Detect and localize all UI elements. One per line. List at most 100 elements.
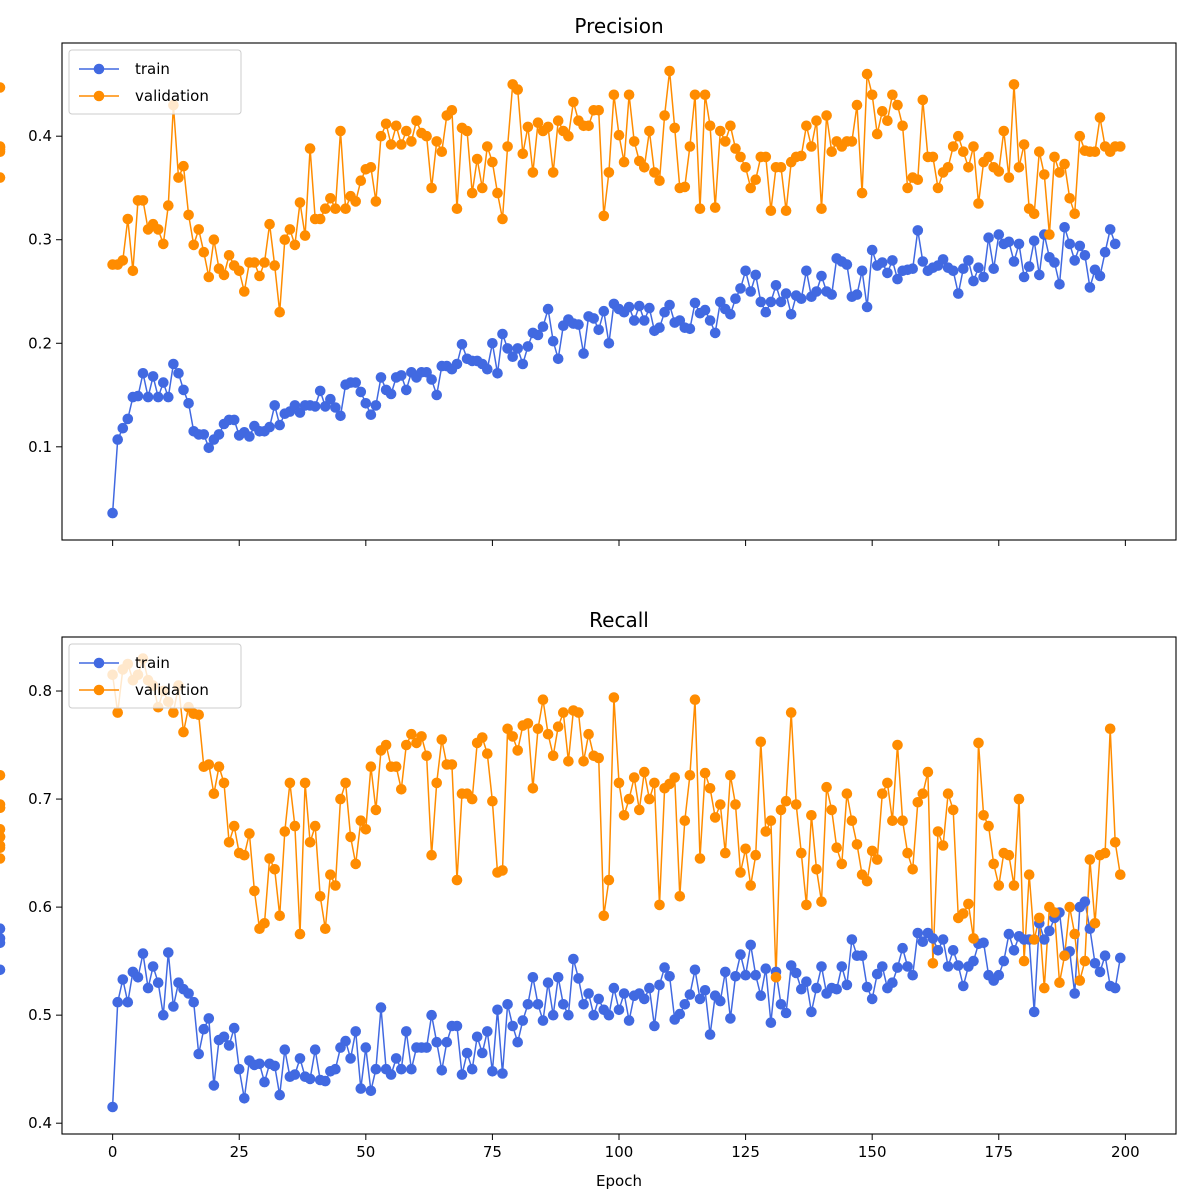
train-point bbox=[158, 1009, 169, 1021]
train-point bbox=[877, 257, 888, 268]
validation-point bbox=[968, 933, 979, 944]
validation-point bbox=[628, 772, 640, 783]
train-point bbox=[330, 1063, 341, 1075]
train-point bbox=[1018, 271, 1030, 283]
train-point bbox=[254, 1058, 265, 1070]
train-point bbox=[107, 1101, 118, 1113]
validation-point bbox=[1039, 982, 1050, 994]
validation-point bbox=[649, 167, 660, 178]
validation-point bbox=[846, 815, 858, 826]
validation-point bbox=[558, 707, 569, 718]
validation-point bbox=[299, 230, 311, 241]
validation-point bbox=[917, 788, 929, 799]
train-point bbox=[487, 338, 498, 349]
validation-point bbox=[983, 820, 994, 832]
train-point bbox=[482, 1026, 493, 1037]
train-point bbox=[552, 353, 564, 365]
validation-point bbox=[173, 172, 184, 183]
train-point bbox=[785, 960, 797, 971]
validation-point bbox=[927, 958, 939, 969]
train-point bbox=[988, 263, 999, 275]
train-point bbox=[1023, 261, 1035, 272]
validation-point bbox=[1039, 169, 1050, 180]
validation-point bbox=[522, 121, 534, 133]
validation-point bbox=[917, 94, 929, 106]
validation-point bbox=[127, 265, 139, 277]
train-point bbox=[522, 341, 534, 352]
train-point bbox=[537, 321, 549, 333]
validation-point bbox=[203, 271, 215, 283]
validation-point bbox=[289, 239, 301, 251]
validation-point bbox=[218, 269, 230, 281]
validation-point bbox=[1069, 928, 1080, 940]
validation-point bbox=[730, 143, 741, 154]
validation-point bbox=[1003, 849, 1015, 861]
validation-point bbox=[669, 122, 680, 134]
train-point bbox=[223, 1040, 235, 1051]
validation-point bbox=[1064, 193, 1075, 204]
train-point bbox=[152, 391, 164, 403]
train-point bbox=[168, 1001, 179, 1012]
train-point bbox=[178, 384, 189, 396]
y-tick-label: 0.7 bbox=[28, 790, 52, 808]
validation-point bbox=[1104, 723, 1116, 735]
train-point bbox=[644, 302, 655, 314]
validation-point bbox=[796, 847, 807, 859]
validation-point bbox=[861, 68, 873, 80]
validation-point bbox=[289, 820, 301, 832]
precision-panel: 0.1 0.2 0.3 0.4 Precision train validation bbox=[0, 14, 1177, 546]
validation-point bbox=[1094, 112, 1106, 123]
validation-point bbox=[1059, 158, 1070, 170]
x-tick-label: 175 bbox=[984, 1143, 1013, 1161]
validation-point bbox=[877, 788, 888, 799]
train-point bbox=[517, 358, 529, 370]
validation-point bbox=[117, 255, 129, 266]
validation-point bbox=[897, 815, 908, 826]
validation-point bbox=[623, 793, 635, 805]
legend-box bbox=[68, 49, 242, 115]
validation-point bbox=[826, 804, 837, 816]
train-point bbox=[659, 962, 670, 973]
train-point bbox=[578, 999, 589, 1010]
validation-point bbox=[1049, 907, 1060, 918]
train-point bbox=[568, 953, 579, 965]
train-point bbox=[725, 1013, 736, 1024]
validation-point bbox=[871, 128, 883, 140]
validation-point bbox=[973, 737, 984, 749]
validation-point bbox=[213, 761, 225, 772]
train-point bbox=[958, 263, 969, 275]
y-tick-label: 0.5 bbox=[28, 1006, 52, 1024]
validation-point bbox=[304, 837, 316, 848]
validation-point bbox=[811, 115, 822, 126]
validation-point bbox=[279, 826, 291, 837]
x-tick-label: 125 bbox=[731, 1143, 760, 1161]
train-point bbox=[689, 964, 701, 976]
train-point bbox=[811, 286, 822, 297]
validation-point bbox=[618, 156, 630, 168]
legend-marker-validation bbox=[93, 90, 105, 102]
validation-point bbox=[801, 120, 812, 132]
validation-point bbox=[492, 187, 503, 199]
validation-point bbox=[1115, 869, 1126, 880]
validation-point bbox=[654, 899, 665, 911]
train-point bbox=[547, 335, 559, 347]
validation-point bbox=[365, 162, 377, 173]
validation-point bbox=[603, 167, 615, 178]
train-point bbox=[1003, 236, 1015, 248]
train-point bbox=[188, 996, 199, 1008]
train-point bbox=[492, 1004, 503, 1016]
validation-point bbox=[446, 759, 458, 770]
train-point bbox=[213, 429, 225, 440]
train-point bbox=[892, 273, 903, 285]
y-tick-label: 0.2 bbox=[28, 334, 52, 352]
validation-point bbox=[1034, 912, 1045, 924]
train-point bbox=[355, 1083, 367, 1094]
validation-point bbox=[532, 723, 544, 735]
validation-point bbox=[573, 707, 584, 718]
train-point bbox=[699, 304, 711, 316]
train-point bbox=[917, 936, 929, 947]
validation-point bbox=[365, 761, 377, 772]
train-point bbox=[588, 1009, 599, 1021]
validation-point bbox=[765, 205, 777, 216]
train-point bbox=[107, 507, 118, 519]
